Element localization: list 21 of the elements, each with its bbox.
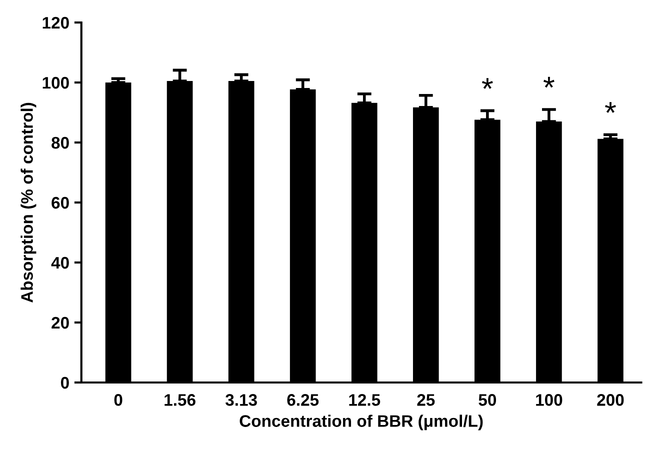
x-tick-label: 50	[478, 394, 496, 406]
annotation: *	[543, 76, 554, 88]
x-tick-label: 100	[536, 394, 562, 406]
y-tick-label: 100	[42, 76, 69, 89]
annotation: *	[482, 78, 493, 89]
y-tick-label: 60	[52, 196, 69, 209]
y-axis-title: Absorption (% of control)	[20, 102, 36, 303]
x-tick-label: 6.25	[287, 394, 319, 406]
annotation: *	[605, 102, 616, 113]
x-tick-label: 25	[417, 394, 435, 406]
x-tick-label: 0	[114, 394, 122, 406]
y-tick-label: 40	[51, 256, 69, 269]
x-tick-label: 3.13	[226, 394, 257, 406]
x-axis-title: Concentration of BBR (μmol/L)	[240, 414, 483, 430]
x-tick-label: 200	[597, 394, 624, 406]
y-tick-label: 120	[42, 16, 69, 29]
y-tick-label: 20	[52, 316, 69, 329]
x-tick-label: 12.5	[349, 394, 380, 406]
y-tick-label: 0	[60, 376, 69, 389]
y-tick-label: 80	[52, 136, 69, 149]
x-tick-label: 1.56	[164, 394, 196, 406]
